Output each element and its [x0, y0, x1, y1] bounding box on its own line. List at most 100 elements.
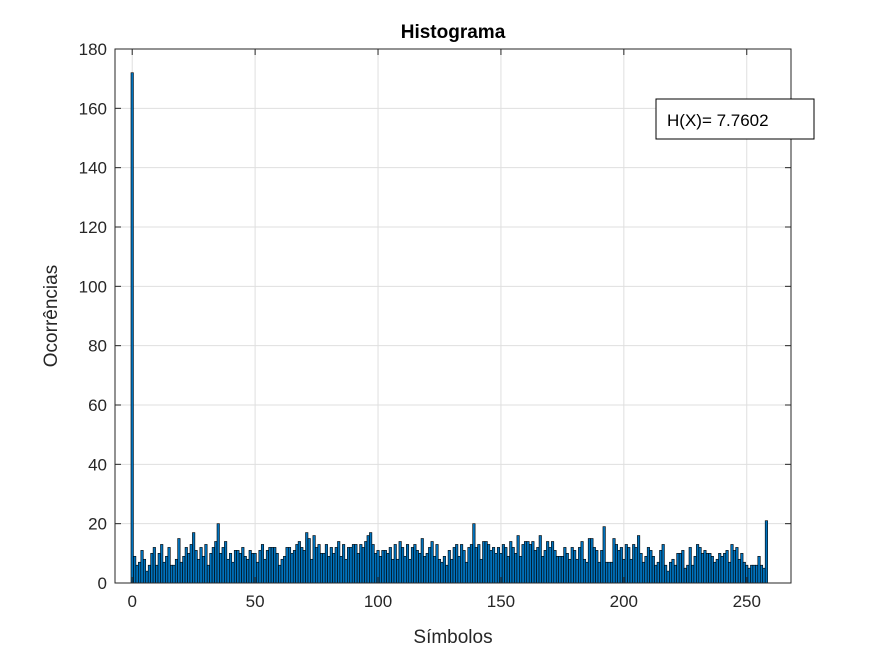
axis-ticks — [115, 48, 791, 584]
histogram-bar — [720, 555, 724, 584]
histogram-bar — [666, 570, 670, 584]
histogram-bar — [553, 550, 557, 584]
histogram-bar — [691, 564, 695, 584]
histogram-bar — [211, 547, 215, 584]
histogram-bar — [602, 526, 606, 584]
histogram-bar — [533, 550, 537, 584]
histogram-bar — [260, 544, 265, 584]
histogram-bar — [641, 561, 646, 584]
histogram-bar — [506, 555, 510, 584]
histogram-bar — [592, 547, 596, 584]
histogram-bar — [637, 535, 641, 584]
histogram-bar — [174, 558, 178, 584]
histogram-bar — [386, 553, 390, 584]
histogram-bar — [317, 544, 321, 584]
histogram-bar — [472, 523, 476, 584]
histogram-bar — [349, 547, 353, 584]
histogram-bar — [462, 550, 466, 584]
histogram-bar — [693, 555, 697, 584]
histogram-bar — [632, 544, 636, 584]
y-tick-label: 40 — [88, 455, 107, 474]
histogram-bar — [337, 541, 341, 584]
histogram-bar — [445, 564, 449, 584]
histogram-bar — [209, 553, 213, 584]
histogram-bar — [627, 547, 631, 584]
histogram-bar — [681, 550, 685, 584]
histogram-bar — [752, 564, 756, 584]
histogram-bar — [698, 547, 702, 584]
histogram-bar — [388, 547, 392, 584]
histogram-bar — [732, 550, 736, 584]
entropy-annotation: H(X)= 7.7602 — [655, 98, 815, 140]
histogram-bar — [742, 561, 746, 584]
histogram-bar — [575, 558, 579, 584]
histogram-bar — [651, 555, 655, 584]
histogram-bar — [573, 550, 577, 584]
histogram-bar — [700, 553, 705, 584]
histogram-bar — [256, 561, 260, 584]
histogram-bar — [528, 544, 532, 584]
histogram-bar — [287, 547, 292, 584]
histogram-bar — [270, 547, 274, 584]
histogram-bar — [233, 550, 237, 584]
histogram-bar — [457, 555, 461, 584]
histogram-bar — [654, 564, 658, 584]
histogram-bar — [194, 550, 198, 584]
histogram-bar — [442, 555, 446, 584]
histogram-bar — [243, 555, 247, 584]
histogram-bar — [492, 547, 496, 584]
histogram-bar — [415, 550, 419, 584]
histogram-bar — [297, 541, 301, 584]
histogram-bar — [484, 541, 488, 584]
histogram-bar — [531, 541, 535, 584]
y-axis-label: Ocorrências — [41, 265, 62, 367]
histogram-bar — [514, 553, 518, 584]
histogram-bar — [521, 544, 525, 584]
histogram-bar — [206, 564, 210, 584]
histogram-bar — [408, 558, 412, 584]
y-tick-label: 180 — [79, 40, 107, 59]
histogram-bar — [420, 538, 424, 584]
histogram-bar — [735, 547, 739, 584]
histogram-bar — [723, 553, 727, 584]
histogram-bar — [555, 555, 559, 584]
histogram-bar — [334, 547, 338, 584]
y-tick-label: 120 — [79, 218, 107, 237]
histogram-bar — [708, 553, 712, 584]
histogram-bar — [447, 550, 451, 584]
histogram-bar — [339, 555, 343, 584]
y-tick-label: 60 — [88, 396, 107, 415]
histogram-bar — [378, 555, 383, 584]
histogram-bar — [204, 544, 208, 584]
annotation-box — [655, 98, 815, 140]
histogram-bar — [184, 547, 188, 584]
histogram-bar — [369, 532, 373, 584]
histogram-bar — [526, 541, 530, 584]
histogram-bar — [359, 544, 363, 584]
histogram-bar — [189, 544, 193, 584]
histogram-bar — [455, 544, 459, 584]
histogram-bar — [715, 558, 719, 584]
histogram-bar — [541, 555, 545, 584]
y-tick-label: 80 — [88, 337, 107, 356]
histogram-bar — [683, 567, 687, 584]
histogram-bar — [241, 547, 245, 584]
histogram-bar — [479, 558, 483, 584]
histogram-bar — [563, 547, 567, 584]
histogram-bar — [405, 544, 410, 584]
histogram-bar — [258, 550, 262, 584]
histogram-bar — [142, 558, 147, 584]
x-axis-label: Símbolos — [413, 627, 492, 648]
histogram-bar — [197, 558, 201, 584]
histogram-bar — [152, 547, 156, 584]
histogram-bar — [226, 558, 230, 584]
y-tick-label: 160 — [79, 99, 107, 118]
y-tick-label: 140 — [79, 159, 107, 178]
histogram-bar — [482, 541, 486, 584]
histogram-bar — [371, 544, 375, 584]
histogram-bar — [656, 561, 660, 584]
histogram-bar — [496, 547, 501, 584]
histogram-bar — [474, 547, 478, 584]
histogram-bar — [302, 550, 306, 584]
histogram-bar — [356, 553, 360, 584]
